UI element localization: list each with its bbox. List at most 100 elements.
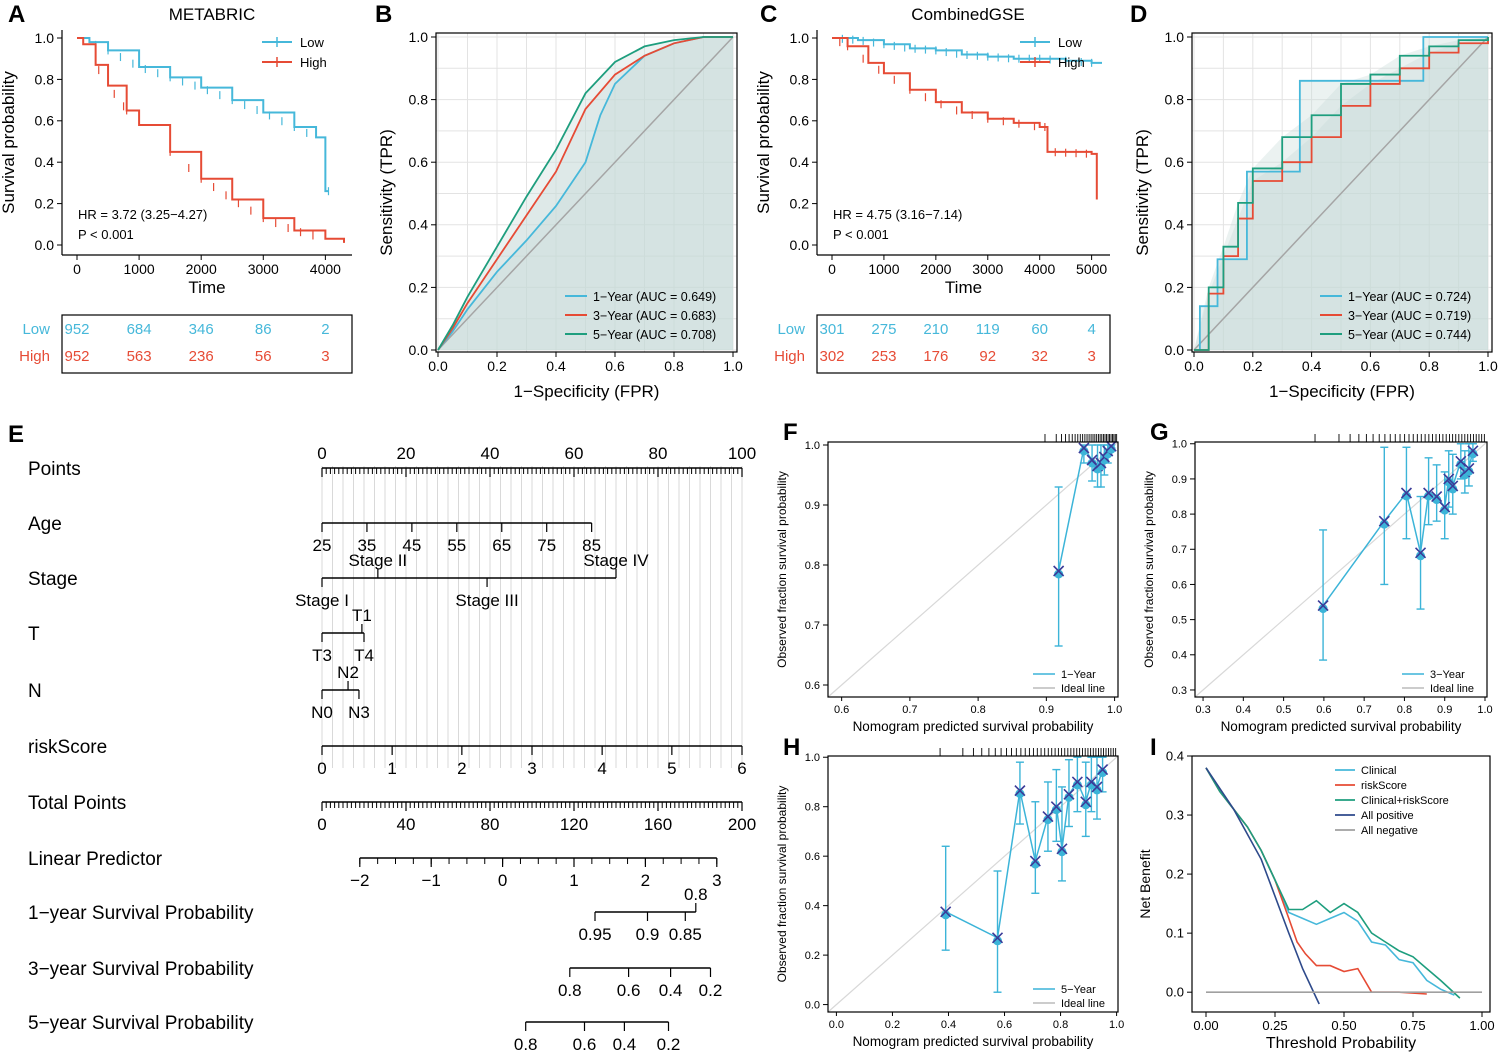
panel-a-hr-annotation: HR = 3.72 (3.25−4.27) <box>78 207 207 222</box>
panel-h-observed-marker <box>1097 764 1109 776</box>
panel-f-ideal-line <box>827 441 1119 698</box>
panel-g-y-tick-label: 0.3 <box>1172 685 1187 697</box>
panel-h-observed-marker <box>1042 811 1054 823</box>
panel-b-x-tick-label: 0.6 <box>605 358 625 374</box>
panel-c-p-annotation: P < 0.001 <box>833 227 889 242</box>
panel-h-observed-marker <box>1029 855 1041 867</box>
nomogram-tick-label: 0.2 <box>657 1035 681 1054</box>
panel-a-x-tick-label: 2000 <box>186 261 217 277</box>
panel-d-roc-plot: 0.0 0.2 0.4 0.6 0.8 1.0 0.0 0.2 0.4 0.6 0.8 1.0 1−Sp… <box>1133 29 1498 401</box>
panel-c-risk-count: 4 <box>1087 321 1095 338</box>
panel-letter-i: I <box>1150 734 1157 761</box>
panel-f-plot-frame <box>827 441 1119 698</box>
panel-a-risk-count: 952 <box>64 321 89 338</box>
panel-b-diagonal-reference <box>437 36 734 351</box>
nomogram-tick-label: N3 <box>348 703 370 722</box>
panel-letter-e: E <box>8 421 24 448</box>
panel-b-x-tick-label: 0.0 <box>428 358 448 374</box>
panel-f-x-tick-label: 0.7 <box>902 704 917 716</box>
panel-f-calibration-point <box>1054 569 1064 579</box>
nomogram-tick-label: 0 <box>317 759 326 778</box>
panel-g-y-tick-label: 0.8 <box>1172 509 1187 521</box>
panel-h-y-tick-label: 0.4 <box>805 900 820 912</box>
panel-i-dca-plot: 0.00 0.25 0.50 0.75 1.00 0.0 0.1 0.2 0.3 0.4 Thres… <box>1137 749 1495 1052</box>
panel-b-y-tick-label: 0.0 <box>409 342 429 358</box>
nomogram-tick-label: 6 <box>737 759 746 778</box>
nomogram-tick-label: 65 <box>492 536 511 555</box>
panel-letter-c: C <box>760 1 777 28</box>
nomogram-tick-label: Stage III <box>455 591 518 610</box>
roc-curve-5year <box>1194 37 1489 351</box>
panel-c-y-tick-label: 0.6 <box>790 113 810 129</box>
panel-c-plot-bg <box>817 30 1110 255</box>
legend-label-high: High <box>300 55 327 70</box>
panel-h-observed-marker <box>1091 781 1103 793</box>
legend-label-roc: 3−Year (AUC = 0.719) <box>1348 309 1471 323</box>
panel-b-roc-plot: 0.0 0.2 0.4 0.6 0.8 1.0 0.0 0.2 0.4 0.6 0.8 1.0 1−Sp… <box>377 29 743 401</box>
panel-a-km-plot: 0 1000 2000 3000 4000 0.0 0.2 0.4 0.6 0.8 1.0 Time S… <box>0 30 353 374</box>
panel-i-x-tick-label: 0.25 <box>1262 1018 1287 1033</box>
panel-d-y-tick-label: 1.0 <box>1165 29 1185 45</box>
panel-i-y-tick-label: 0.1 <box>1166 926 1184 941</box>
nomogram-tick-label: 45 <box>402 536 421 555</box>
panel-c-y-tick-label: 1.0 <box>790 30 810 46</box>
panel-c-risk-table-frame <box>816 314 1111 374</box>
roc-curve-5year <box>437 36 733 351</box>
nomogram-tick-label: Stage IV <box>583 551 649 570</box>
nomogram-tick-label: 3 <box>712 871 721 890</box>
panel-g-observed-marker <box>1431 490 1443 503</box>
panel-h-y-tick-label: 0.8 <box>805 802 820 814</box>
roc-curve-1year <box>1194 36 1488 351</box>
panel-h-calibration-point <box>1092 785 1102 795</box>
nomogram-tick-label: 1 <box>569 871 578 890</box>
nomogram-tick-label: T4 <box>354 646 374 665</box>
panel-c-x-tick-label: 0 <box>828 261 836 277</box>
panel-g-calibration-point <box>1416 551 1426 561</box>
panel-b-x-tick-label: 0.8 <box>664 358 684 374</box>
panel-a-risk-count: 2 <box>321 321 329 338</box>
panel-a-y-tick-label: 0.8 <box>35 71 55 87</box>
nomogram-row-label: Stage <box>28 569 78 590</box>
legend-label-dca: Clinical+riskScore <box>1361 795 1449 807</box>
panel-h-plot-frame <box>827 755 1119 1013</box>
panel-f-calibration-point <box>1087 458 1097 468</box>
legend-label-dca: All negative <box>1361 825 1418 837</box>
nomogram-tick-label: 0.4 <box>659 981 683 1000</box>
panel-h-calibration-point <box>1051 805 1061 815</box>
panel-i-y-tick-label: 0.0 <box>1166 985 1184 1000</box>
legend-label-roc: 1−Year (AUC = 0.649) <box>593 290 716 304</box>
panel-g-x-tick-label: 0.3 <box>1195 704 1210 716</box>
panel-c-y-tick-label: 0.8 <box>790 71 810 87</box>
legend-label-ideal: Ideal line <box>1061 998 1105 1010</box>
panel-a-risk-count: 952 <box>64 348 89 365</box>
panel-h-x-tick-label: 1.0 <box>1109 1019 1124 1031</box>
roc-curve-3year <box>437 36 733 351</box>
legend-label-low: Low <box>1058 35 1082 50</box>
panel-g-x-tick-label: 0.6 <box>1316 704 1331 716</box>
legend-label-ideal: Ideal line <box>1061 683 1105 695</box>
panel-g-observed-marker <box>1463 462 1475 474</box>
panel-c-x-tick-label: 1000 <box>868 261 899 277</box>
panel-f-observed-marker <box>1053 565 1065 577</box>
panel-c-risk-row-label: High <box>774 348 805 365</box>
nomogram-tick-label: 0 <box>317 444 326 463</box>
panel-c-y-tick-label: 0.2 <box>790 196 810 212</box>
panel-h-calibration-point <box>1064 792 1074 802</box>
panel-g-calibration-point <box>1379 519 1389 529</box>
panel-b-x-axis-label: 1−Specificity (FPR) <box>514 382 660 401</box>
panel-f-y-tick-label: 0.7 <box>805 620 820 632</box>
panel-a-risk-count: 3 <box>321 348 329 365</box>
panel-d-y-tick-label: 0.2 <box>1165 279 1185 295</box>
panel-g-calibration-point <box>1464 466 1474 476</box>
nomogram-tick-label: 35 <box>357 536 376 555</box>
nomogram-tick-label: 60 <box>565 444 584 463</box>
nomogram-row-label: Linear Predictor <box>28 849 163 870</box>
panel-h-observed-marker <box>1056 843 1068 855</box>
panel-a-y-axis-label: Survival probability <box>0 71 18 214</box>
panel-g-y-tick-label: 0.9 <box>1172 474 1187 486</box>
legend-label-roc: 5−Year (AUC = 0.708) <box>593 328 716 342</box>
panel-d-x-axis-label: 1−Specificity (FPR) <box>1269 382 1415 401</box>
panel-a-risk-count: 56 <box>255 348 272 365</box>
panel-d-x-tick-label: 0.4 <box>1302 358 1322 374</box>
panel-h-observed-marker <box>1080 796 1092 808</box>
